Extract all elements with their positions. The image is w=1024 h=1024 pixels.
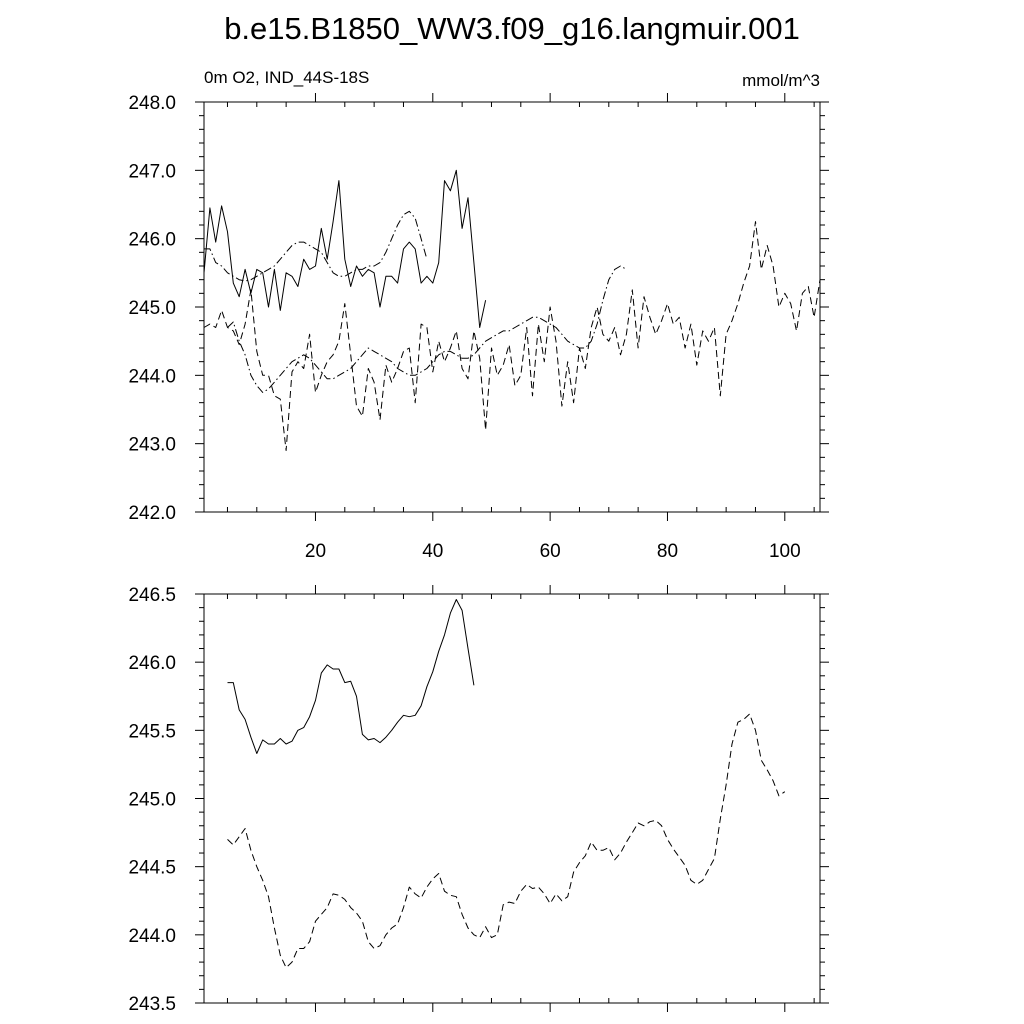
bottom-series-group: [227, 599, 786, 969]
top-panel-subtitle: 0m O2, IND_44S-18S: [204, 68, 369, 87]
y-tick-label: 244.0: [128, 366, 176, 387]
y-tick-label: 248.0: [128, 93, 176, 114]
y-tick-label: 247.0: [128, 161, 176, 182]
bottom-series-dashed-line-1: [227, 713, 786, 969]
x-tick-label: 60: [540, 541, 561, 562]
bottom-y-tick-labels: 243.5 244.0 244.5 245.0 245.5 246.0 246.5: [128, 585, 176, 1015]
x-tick-label: 20: [305, 541, 326, 562]
y-tick-label: 243.0: [128, 435, 176, 456]
top-x-tick-labels: 20 40 60 80 100: [305, 541, 801, 562]
y-tick-label: 246.0: [128, 230, 176, 251]
y-tick-label: 245.0: [128, 790, 176, 811]
bottom-panel: 243.5 244.0 244.5 245.0 245.5 246.0 246.5: [128, 585, 829, 1015]
bottom-series-solid-line-0: [227, 599, 475, 754]
top-series-solid-line-0: [203, 169, 487, 328]
x-tick-label: 80: [657, 541, 678, 562]
top-panel-units: mmol/m^3: [742, 71, 820, 90]
x-tick-label: 100: [769, 541, 801, 562]
y-tick-label: 242.0: [128, 503, 176, 524]
x-tick-label: 40: [422, 541, 443, 562]
y-tick-label: 246.5: [128, 585, 176, 606]
bottom-ticks: [195, 585, 829, 1012]
figure-title: b.e15.B1850_WW3.f09_g16.langmuir.001: [224, 11, 800, 46]
top-y-tick-labels: 242.0 243.0 244.0 245.0 246.0 247.0 248.0: [128, 93, 176, 524]
top-plot-frame: [203, 101, 821, 513]
top-series-dashed-line-2: [203, 221, 821, 451]
top-ticks: [195, 93, 829, 521]
y-tick-label: 245.0: [128, 298, 176, 319]
y-tick-label: 244.0: [128, 926, 176, 947]
top-series-group: [203, 169, 821, 451]
top-panel: 0m O2, IND_44S-18S mmol/m^3 242.0243.024…: [128, 68, 829, 562]
y-tick-label: 243.5: [128, 994, 176, 1015]
y-tick-label: 246.0: [128, 653, 176, 674]
y-tick-label: 245.5: [128, 721, 176, 742]
y-tick-label: 244.5: [128, 858, 176, 879]
top-series-dot-dash-line-3: [227, 265, 627, 393]
top-series-dot-dash-line-1: [204, 210, 428, 282]
bottom-plot-frame: [203, 593, 821, 1004]
